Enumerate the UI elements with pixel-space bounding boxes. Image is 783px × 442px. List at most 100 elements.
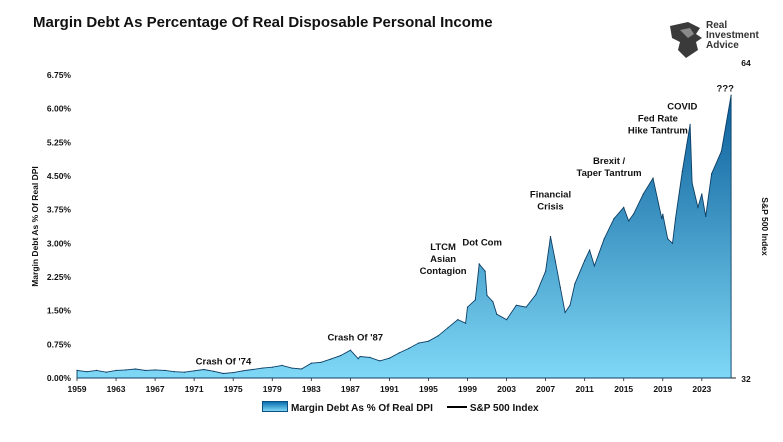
legend-label-sp500: S&P 500 Index — [469, 403, 539, 414]
data-point — [632, 213, 635, 215]
data-point — [340, 355, 342, 357]
x-tick-label: 1983 — [302, 384, 321, 394]
x-tick-label: 1963 — [107, 384, 126, 394]
data-point — [525, 306, 527, 308]
data-point — [369, 356, 371, 358]
data-point — [549, 236, 552, 238]
x-tick-label: 2007 — [536, 384, 555, 394]
data-point — [623, 206, 625, 208]
annotation-label: Crisis — [537, 202, 563, 213]
legend-swatch-margin-debt — [262, 401, 288, 412]
annotation-label: Asian — [430, 254, 456, 265]
data-point — [271, 366, 273, 368]
data-point — [697, 206, 699, 208]
annotation-label: ??? — [717, 84, 735, 95]
logo-icon — [670, 22, 702, 58]
series-area — [76, 94, 732, 379]
annotations: Crash Of '74 Crash Of '87 LTCMAsianContagi… — [196, 84, 735, 368]
data-point — [232, 372, 234, 374]
data-point — [574, 283, 576, 285]
logo-line: Investment — [706, 30, 759, 41]
legend-swatch-sp500 — [446, 406, 467, 408]
data-point — [222, 372, 224, 375]
data-point — [418, 342, 420, 344]
logo-line: Advice — [706, 40, 739, 51]
annotation-label: Hike Tantrum — [628, 125, 688, 136]
data-point — [115, 369, 117, 371]
annotation-label: Crash Of '87 — [327, 333, 383, 344]
data-point — [642, 193, 644, 195]
logo-text: Real Investment Advice — [706, 21, 759, 51]
y-tick-label: 4.50% — [47, 171, 72, 181]
data-point — [545, 270, 547, 272]
y-tick-label: 0.00% — [47, 373, 72, 383]
data-point — [379, 360, 381, 362]
data-point — [559, 286, 561, 288]
data-point — [154, 369, 156, 371]
y-axis-label: Margin Debt As % Of Real DPI — [30, 166, 40, 287]
annotation-label: Taper Tantrum — [577, 168, 642, 179]
data-point — [474, 299, 476, 301]
data-point — [105, 371, 107, 373]
data-point — [535, 293, 537, 296]
data-point — [613, 218, 615, 220]
data-point — [437, 335, 439, 337]
data-point — [281, 364, 283, 366]
data-point — [86, 371, 88, 373]
data-point — [720, 150, 723, 152]
y2-tick-label: 64 — [741, 58, 751, 68]
data-point — [506, 319, 508, 321]
data-point — [667, 238, 669, 240]
data-point — [652, 177, 654, 179]
data-point — [466, 306, 469, 308]
data-point — [478, 263, 480, 265]
data-point — [457, 319, 459, 321]
annotation-label: Brexit / — [593, 156, 626, 167]
y-tick-label: 1.50% — [47, 306, 72, 316]
y-tick-label: 5.25% — [47, 137, 72, 147]
data-point — [515, 304, 517, 306]
data-point — [492, 301, 494, 303]
data-point — [681, 170, 683, 173]
data-point — [662, 213, 664, 215]
logo-line: Real — [706, 20, 728, 31]
x-tick-label: 2023 — [692, 384, 711, 394]
data-point — [447, 327, 449, 329]
data-point — [125, 369, 127, 371]
data-point — [164, 369, 166, 371]
margin-debt-area — [76, 95, 732, 379]
data-point — [589, 249, 591, 251]
data-point — [388, 357, 390, 359]
annotation-label: Contagion — [420, 266, 467, 277]
x-tick-label: 2015 — [614, 384, 633, 394]
data-point — [593, 265, 596, 267]
data-point — [711, 173, 713, 175]
data-point — [564, 311, 566, 314]
annotation-label: LTCM — [430, 242, 456, 253]
data-point — [203, 368, 205, 371]
data-point — [330, 358, 332, 360]
data-point — [349, 349, 351, 351]
annotation-label: COVID — [667, 102, 697, 113]
data-point — [252, 368, 254, 371]
data-point — [427, 340, 430, 342]
data-point — [359, 355, 361, 358]
y-tick-label: 3.00% — [47, 238, 72, 248]
y-tick-label: 6.75% — [47, 70, 72, 80]
data-point — [671, 242, 674, 244]
data-point — [584, 259, 586, 261]
annotation-label: Dot Com — [462, 238, 502, 249]
x-tick-label: 1959 — [68, 384, 87, 394]
data-point — [76, 369, 78, 371]
data-point — [674, 218, 677, 220]
data-point — [242, 370, 244, 372]
data-point — [357, 358, 359, 360]
x-tick-label: 1971 — [185, 384, 204, 394]
data-point — [603, 238, 605, 240]
x-tick-label: 1991 — [380, 384, 399, 394]
y-tick-label: 2.25% — [47, 272, 72, 282]
data-point — [183, 371, 185, 373]
x-tick-label: 2003 — [497, 384, 516, 394]
data-point — [730, 94, 732, 96]
